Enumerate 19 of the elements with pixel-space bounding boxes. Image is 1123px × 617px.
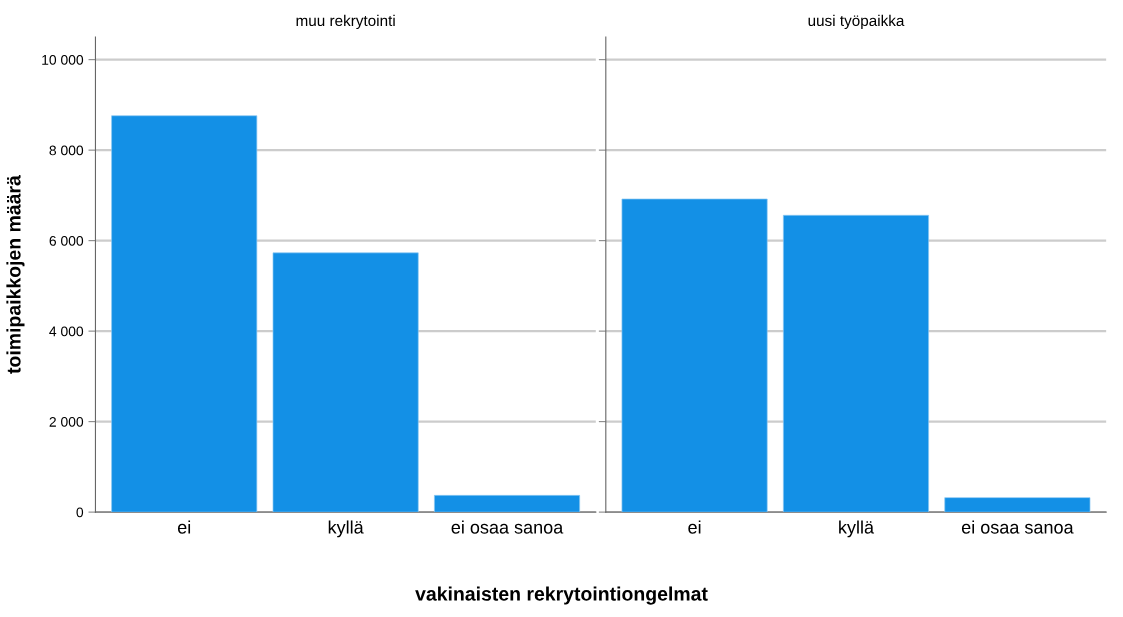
bar (111, 115, 258, 513)
y-tick-label: 8 000 (49, 145, 84, 156)
x-axis-title: vakinaisten rekrytointiongelmat (415, 586, 708, 605)
bar (272, 252, 419, 513)
x-tick-label: ei osaa sanoa (961, 520, 1074, 534)
y-axis-title: toimipaikkojen määrä (6, 175, 25, 374)
y-tick-label: 0 (76, 507, 84, 518)
x-tick-label: ei (177, 520, 191, 534)
x-tick-label: ei (688, 520, 701, 534)
x-tick-label: ei osaa sanoa (451, 520, 564, 534)
y-tick-label: 2 000 (49, 416, 84, 427)
chart-title: muu rekrytointi (296, 14, 395, 30)
x-tick-label: kyllä (328, 520, 364, 538)
y-tick-label: 4 000 (49, 326, 84, 337)
x-tick-label: kyllä (839, 520, 875, 538)
y-tick-label: 10 000 (42, 54, 84, 65)
chart-title: uusi työpaikka (808, 14, 905, 30)
bar (434, 495, 581, 513)
y-tick-label: 6 000 (49, 235, 84, 246)
